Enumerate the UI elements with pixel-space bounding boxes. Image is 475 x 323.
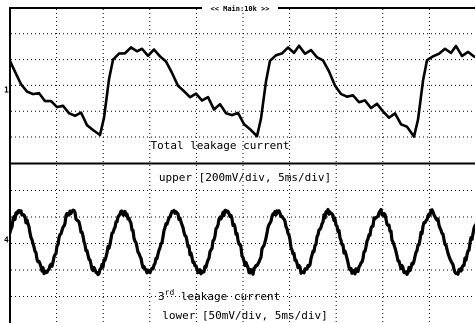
oscilloscope-screen: << Main:10k >> Total leakage current upp… <box>0 0 475 323</box>
channel-marker: 1 <box>4 86 9 95</box>
lower-label: 3rd leakage current <box>158 288 280 304</box>
upper-label: Total leakage current <box>150 139 289 152</box>
lower-label-rest: leakage current <box>174 290 280 303</box>
upper-caption: upper [200mV/div, 5ms/div] <box>159 171 331 184</box>
header-title: << Main:10k >> <box>210 5 269 13</box>
lower-caption: lower [50mV/div, 5ms/div] <box>162 309 328 322</box>
background <box>0 0 475 323</box>
channel-marker: 4 <box>4 236 9 245</box>
lower-label-suffix: rd <box>165 288 175 297</box>
lower-label-number: 3 <box>158 290 165 303</box>
